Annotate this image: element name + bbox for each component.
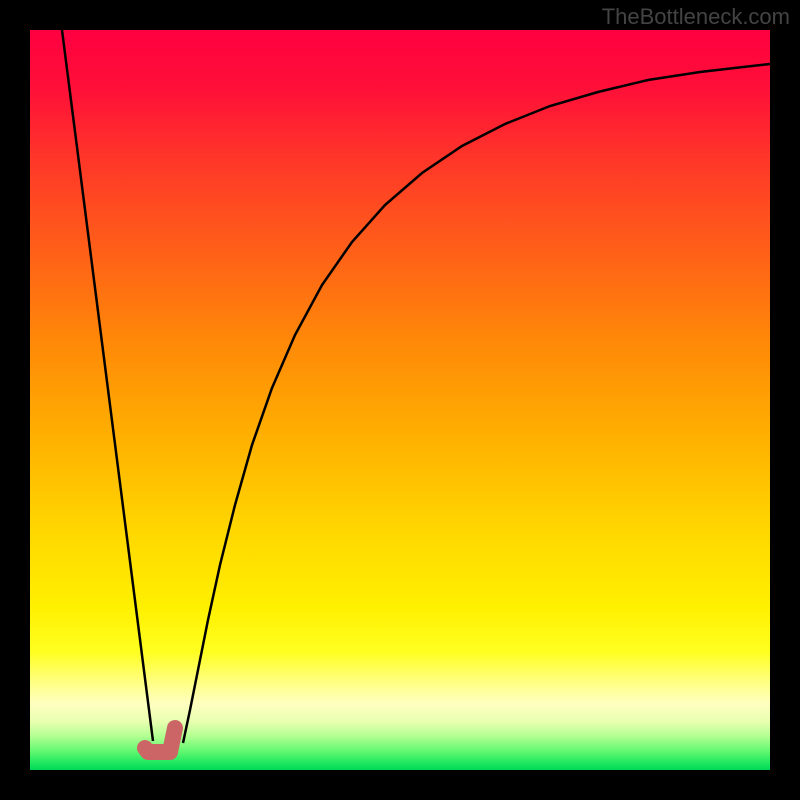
chart-container: TheBottleneck.com bbox=[0, 0, 800, 800]
watermark-text: TheBottleneck.com bbox=[602, 4, 790, 30]
chart-svg bbox=[30, 30, 770, 770]
gradient-background bbox=[30, 30, 770, 770]
plot-area bbox=[30, 30, 770, 770]
